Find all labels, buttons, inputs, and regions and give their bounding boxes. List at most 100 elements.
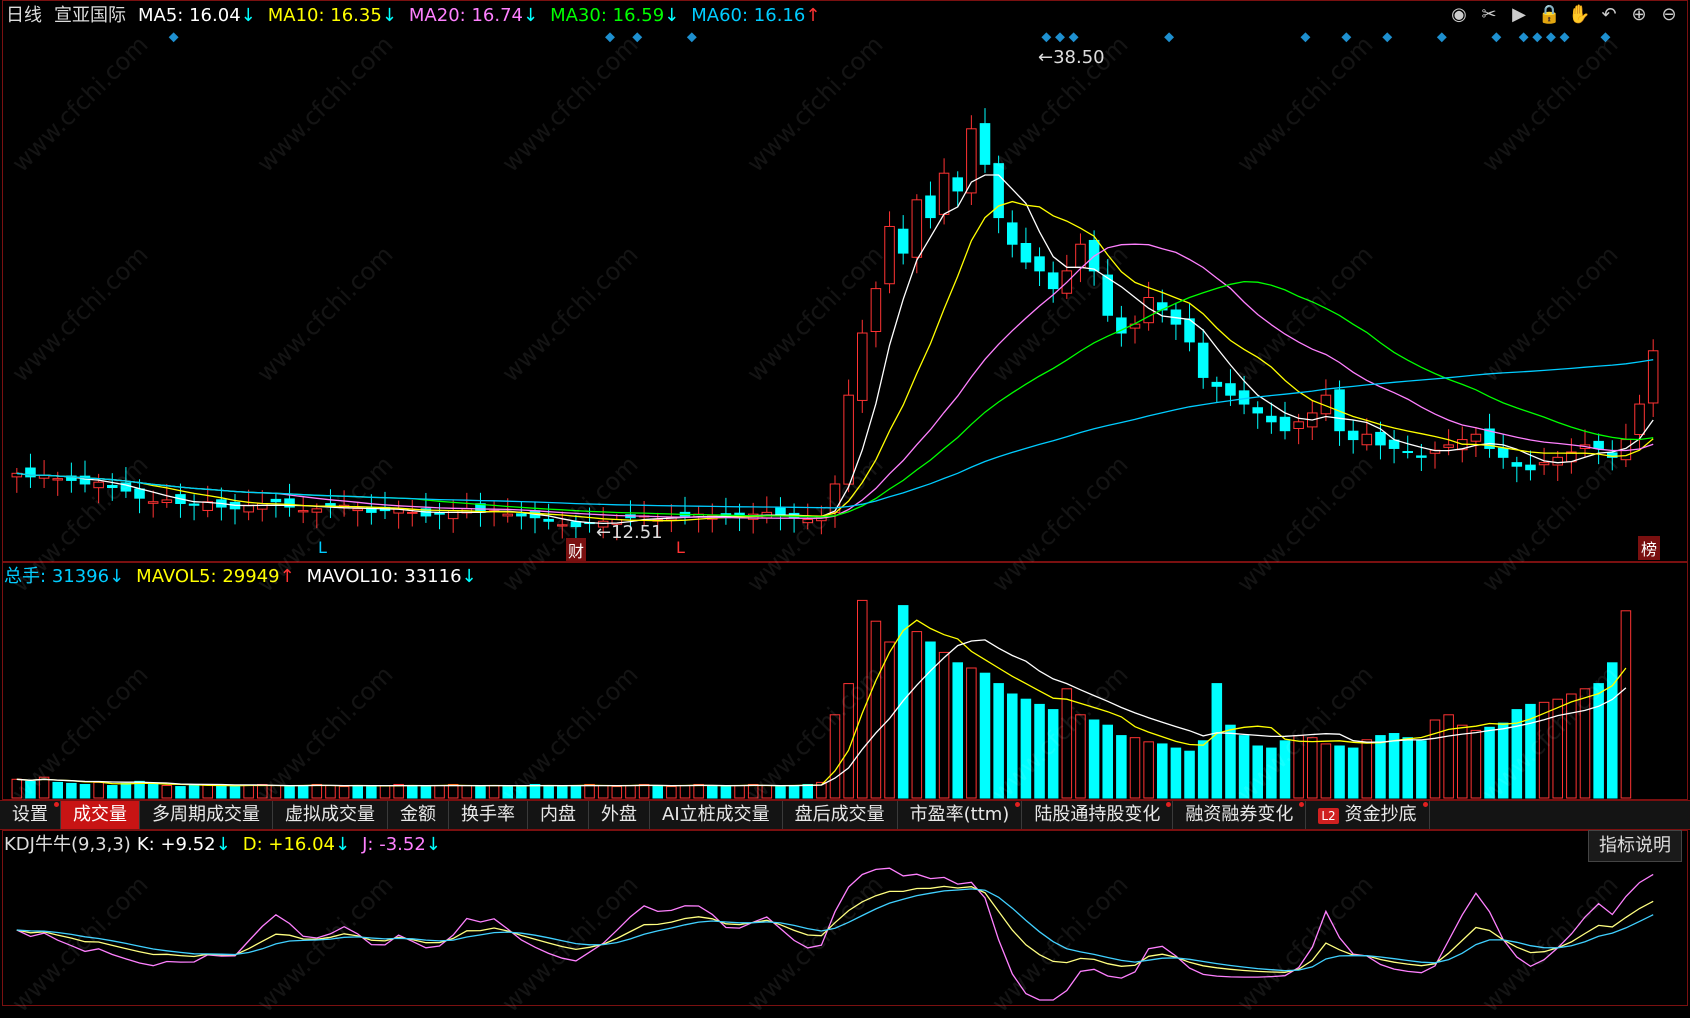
tab-label: 外盘 <box>601 804 637 825</box>
tab-label: 设置 <box>12 804 48 825</box>
volume-bar <box>857 599 868 799</box>
volume-bar <box>79 783 91 799</box>
period-label[interactable]: 日线 <box>6 5 42 26</box>
volume-bar <box>638 783 650 799</box>
signal-diamond-icon <box>1518 32 1529 43</box>
tab-6[interactable]: 内盘 <box>528 801 589 829</box>
signal-diamond-icon <box>605 32 615 43</box>
volume-bar <box>625 785 636 799</box>
lock-icon[interactable]: 🔒 <box>1538 4 1561 25</box>
kdj-title[interactable]: KDJ牛牛(9,3,3) <box>4 834 131 855</box>
volume-bar <box>584 783 595 799</box>
signal-diamond-icon <box>1600 32 1611 43</box>
mavol10-line <box>16 639 1627 787</box>
indicator-help-button[interactable]: 指标说明 <box>1588 830 1682 862</box>
volume-panel[interactable] <box>2 562 1688 800</box>
volume-bar <box>1129 737 1141 799</box>
eye-icon[interactable]: ◉ <box>1451 4 1467 25</box>
tab-8[interactable]: AI立桩成交量 <box>650 801 783 829</box>
tab-9[interactable]: 盘后成交量 <box>783 801 898 829</box>
volume-bar <box>911 631 923 799</box>
volume-bar <box>447 783 459 799</box>
candle-body <box>1593 440 1604 449</box>
candle-body <box>1388 439 1400 449</box>
volume-bar <box>1197 740 1209 799</box>
volume-bar <box>1061 688 1073 799</box>
candle-body <box>407 511 418 514</box>
volume-bar <box>1307 737 1318 799</box>
kdj-d-line <box>16 888 1654 972</box>
volume-bar <box>25 780 36 799</box>
kdj-panel[interactable] <box>2 830 1688 1006</box>
marker-cai[interactable]: 财 <box>566 538 587 562</box>
candle-body <box>1538 462 1550 466</box>
candle-body <box>1197 342 1209 378</box>
signal-diamond-icon <box>1164 32 1175 43</box>
signal-diamond-icon <box>168 32 179 43</box>
tab-11[interactable]: 陆股通持股变化 <box>1022 801 1174 829</box>
volume-bar <box>1552 698 1564 799</box>
volume-bar <box>816 781 827 799</box>
tab-2[interactable]: 多周期成交量 <box>140 801 273 829</box>
candle-body <box>1047 272 1059 290</box>
volume-bar <box>1347 747 1359 799</box>
price-legend: 日线 宣亚国际 MA5: 16.04↓ MA10: 16.35↓ MA20: 1… <box>6 5 832 27</box>
indicator-tab-bar: 设置 成交量 多周期成交量 虚拟成交量 金额 换手率 内盘 外盘 AI立桩成交量 盘后成交量 市盈率… <box>0 800 1690 830</box>
candle-body <box>1157 302 1168 311</box>
play-icon[interactable]: ▶ <box>1512 4 1526 25</box>
volume-bar <box>1593 683 1604 799</box>
candle-body <box>1525 464 1536 471</box>
volume-bar <box>1211 683 1223 799</box>
marker-l-2[interactable]: L <box>676 538 685 557</box>
tab-12[interactable]: 融资融券变化 <box>1173 801 1307 829</box>
undo-icon[interactable]: ↶ <box>1601 4 1617 25</box>
volume-bar <box>1470 729 1482 799</box>
candle-body <box>52 478 63 481</box>
candle-body <box>952 177 963 192</box>
tab-13[interactable]: L2 资金抄底 <box>1306 801 1430 829</box>
hand-icon[interactable]: ✋ <box>1568 4 1591 25</box>
candle-body <box>93 481 104 489</box>
mavol5-value: MAVOL5: 29949↑ <box>136 566 295 587</box>
marker-bang[interactable]: 榜 <box>1638 536 1661 560</box>
candle-body <box>1279 416 1291 432</box>
candle-body <box>107 484 118 489</box>
tab-10[interactable]: 市盈率(ttm) <box>898 801 1023 829</box>
mavol10-value: MAVOL10: 33116↓ <box>306 566 477 587</box>
zoom-out-icon[interactable]: ⊖ <box>1661 4 1677 25</box>
candle-body <box>1416 455 1427 458</box>
volume-bar <box>188 785 200 799</box>
tab-dot-icon <box>54 802 59 807</box>
scissors-icon[interactable]: ✂ <box>1481 4 1497 25</box>
volume-bar <box>1102 724 1114 799</box>
zoom-in-icon[interactable]: ⊕ <box>1631 4 1647 25</box>
volume-bar <box>1293 735 1304 799</box>
tab-0[interactable]: 设置 <box>0 801 61 829</box>
tab-label: 金额 <box>400 804 436 825</box>
tab-7[interactable]: 外盘 <box>589 801 650 829</box>
l2-badge: L2 <box>1318 808 1339 824</box>
candle-body <box>502 513 514 517</box>
volume-bar <box>1225 724 1236 799</box>
tab-label: 资金抄底 <box>1344 804 1417 825</box>
tab-3[interactable]: 虚拟成交量 <box>273 801 388 829</box>
candle-body <box>1116 317 1127 334</box>
tab-4[interactable]: 金额 <box>388 801 449 829</box>
candle-body <box>1647 350 1659 404</box>
volume-bar <box>1047 709 1059 799</box>
tab-label: 多周期成交量 <box>152 804 260 825</box>
marker-l-1[interactable]: L <box>318 538 327 557</box>
volume-bar <box>407 785 418 799</box>
volume-bar <box>666 786 677 799</box>
price-panel[interactable] <box>2 0 1688 562</box>
candle-body <box>925 195 936 219</box>
tab-1[interactable]: 成交量 <box>61 801 140 829</box>
volume-bar <box>679 785 691 799</box>
volume-bar <box>611 786 623 799</box>
volume-bar <box>202 783 213 799</box>
stock-name: 宣亚国际 <box>54 5 126 26</box>
tab-5[interactable]: 换手率 <box>449 801 528 829</box>
volume-bar <box>1157 743 1168 799</box>
volume-bar <box>1497 722 1509 799</box>
